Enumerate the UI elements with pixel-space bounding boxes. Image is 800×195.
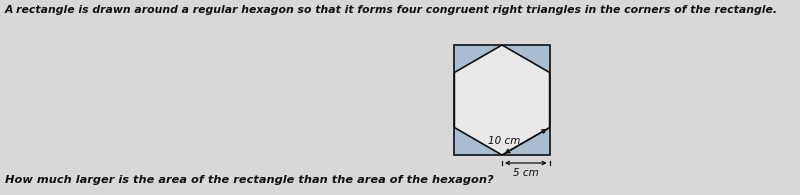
Text: A rectangle is drawn around a regular hexagon so that it forms four congruent ri: A rectangle is drawn around a regular he… bbox=[5, 5, 778, 15]
Text: 5 cm: 5 cm bbox=[513, 168, 538, 178]
Text: How much larger is the area of the rectangle than the area of the hexagon?: How much larger is the area of the recta… bbox=[5, 175, 494, 185]
Text: 10 cm: 10 cm bbox=[489, 136, 521, 146]
Polygon shape bbox=[454, 45, 550, 155]
Polygon shape bbox=[454, 45, 550, 155]
